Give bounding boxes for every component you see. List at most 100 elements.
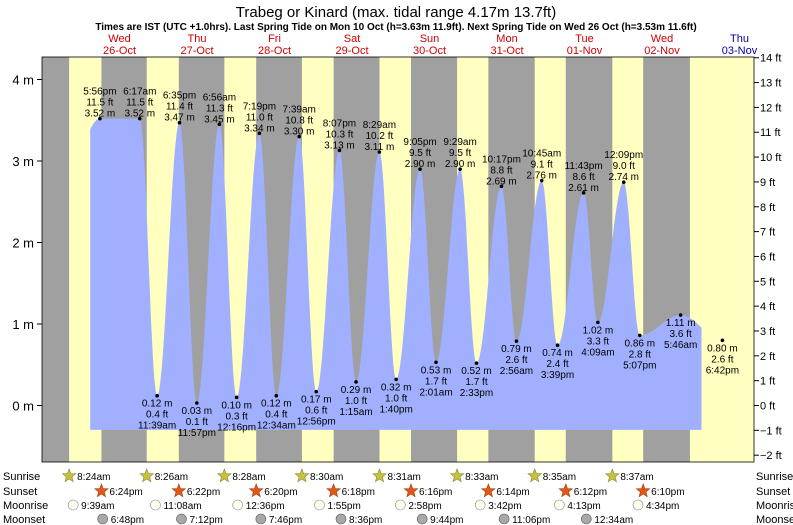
sunset-star-icon: [558, 483, 574, 498]
row-label-right: Moonset: [756, 514, 793, 525]
y-tick-label: 2 m: [12, 236, 34, 251]
y-tick-label: 0 m: [12, 399, 34, 414]
day-date: 01-Nov: [567, 45, 603, 57]
moonset-time: 7:46pm: [269, 515, 302, 525]
sunrise-time: 8:31am: [388, 472, 421, 483]
sunset-time: 6:22pm: [187, 487, 220, 498]
moonrise-moon-icon: [474, 499, 486, 511]
y-tick-label: 4 m: [12, 73, 34, 88]
ft-tick-label: 2 ft: [760, 351, 775, 363]
tide-point: [217, 122, 222, 127]
ft-tick-label: 7 ft: [760, 227, 775, 239]
tide-feet: 9.1 ft: [531, 160, 553, 171]
tide-point: [720, 338, 725, 343]
axes: 4 m 3 m 2 m 1 m 0 m 14 ft 13 ft 12 ft 11 ft 10 ft…: [12, 53, 782, 463]
moonset-time: 6:48pm: [111, 515, 144, 525]
sunset-star-icon: [635, 483, 651, 498]
tide-feet: 0.1 ft: [186, 417, 208, 428]
tide-meters: 2.90 m: [405, 159, 436, 170]
tide-time: 11:57pm: [178, 428, 216, 439]
moonset-time: 12:34am: [594, 515, 633, 525]
day-date: 27-Oct: [180, 45, 213, 57]
tide-feet: 0.4 ft: [146, 410, 168, 421]
tide-point: [394, 377, 398, 382]
day-date: 02-Nov: [644, 45, 680, 57]
tide-meters: 0.80 m: [707, 343, 738, 354]
tide-feet: 8.6 ft: [572, 172, 594, 183]
tide-point: [297, 134, 302, 139]
tide-point: [314, 389, 319, 394]
tide-meters: 0.03 m: [182, 406, 213, 417]
tide-point: [177, 120, 182, 125]
sunrise-star-icon: [604, 468, 620, 483]
sunrise-time: 8:33am: [465, 472, 498, 483]
tide-feet: 8.8 ft: [490, 165, 512, 176]
moonset-moon-icon: [581, 513, 592, 525]
day-date: 30-Oct: [413, 45, 446, 57]
tide-meters: 2.90 m: [445, 159, 476, 170]
tide-meters: 0.32 m: [381, 382, 412, 393]
moonrise-time: 1:55pm: [327, 501, 360, 512]
day-name: Fri: [268, 33, 281, 45]
chart-title: Trabeg or Kinard (max. tidal range 4.17m…: [236, 4, 556, 21]
tide-time: 1:40pm: [379, 404, 412, 415]
day-name: Wed: [108, 33, 130, 45]
tide-time: 5:07pm: [623, 360, 656, 371]
tide-feet: 2.6 ft: [505, 355, 527, 366]
tide-meters: 1.11 m: [666, 318, 696, 329]
ft-tick-label: −2 ft: [760, 450, 782, 462]
tide-point: [377, 150, 382, 154]
tide-point: [257, 131, 262, 136]
tide-point: [637, 333, 642, 338]
tide-point: [596, 320, 600, 325]
ft-tick-label: 4 ft: [760, 301, 775, 313]
chart-subtitle: Times are IST (UTC +1.0hrs). Last Spring…: [95, 22, 696, 33]
tide-point: [621, 180, 626, 184]
moonrise-time: 12:36pm: [246, 501, 285, 512]
tide-meters: 3.47 m: [164, 113, 195, 124]
tide-meters: 0.86 m: [624, 338, 655, 349]
ft-tick-label: 0 ft: [760, 401, 775, 413]
moonrise-moon-icon: [395, 499, 406, 511]
ft-tick-label: 10 ft: [760, 152, 781, 164]
moonset-moon-icon: [498, 513, 510, 525]
tide-meters: 3.11 m: [364, 142, 394, 153]
sunset-time: 6:12pm: [574, 487, 607, 498]
tide-time: 12:09pm: [604, 150, 643, 161]
tide-meters: 0.29 m: [341, 385, 372, 396]
tide-meters: 3.30 m: [284, 127, 315, 138]
moonrise-time: 4:13pm: [567, 501, 600, 512]
tide-meters: 0.10 m: [221, 400, 252, 411]
moonrise-time: 9:39am: [81, 501, 114, 512]
sunrise-time: 8:35am: [543, 472, 576, 483]
tide-feet: 1.7 ft: [465, 377, 487, 388]
row-label-right: Sunrise: [756, 471, 793, 483]
tide-feet: 10.8 ft: [285, 116, 313, 127]
tide-feet: 3.6 ft: [670, 329, 692, 340]
ft-tick-label: 5 ft: [760, 276, 775, 288]
day-name: Thu: [730, 33, 749, 45]
tide-feet: 9.5 ft: [409, 148, 431, 159]
sunrise-star-icon: [139, 468, 155, 483]
ft-tick-label: 13 ft: [760, 78, 781, 90]
sunrise-star-icon: [61, 468, 77, 483]
tide-time: 2:56am: [500, 366, 533, 377]
tide-point: [195, 401, 199, 405]
tide-feet: 11.3 ft: [206, 103, 233, 114]
ft-tick-label: 11 ft: [760, 127, 781, 139]
sunrise-time: 8:28am: [232, 472, 265, 483]
tide-point: [581, 190, 586, 195]
tide-meters: 2.76 m: [526, 171, 557, 182]
tide-feet: 0.4 ft: [265, 410, 287, 421]
tide-meters: 0.12 m: [142, 399, 173, 410]
moonset-time: 9:44pm: [430, 515, 463, 525]
day-date: 28-Oct: [258, 45, 291, 57]
tide-feet: 2.8 ft: [629, 349, 651, 360]
sunset-star-icon: [326, 483, 342, 498]
sunset-star-icon: [171, 483, 187, 498]
tide-area: [90, 118, 702, 430]
sunrise-star-icon: [449, 468, 465, 483]
tide-time: 3:39pm: [541, 370, 574, 381]
sunset-star-icon: [93, 483, 109, 498]
tide-time: 10:17pm: [482, 154, 521, 165]
